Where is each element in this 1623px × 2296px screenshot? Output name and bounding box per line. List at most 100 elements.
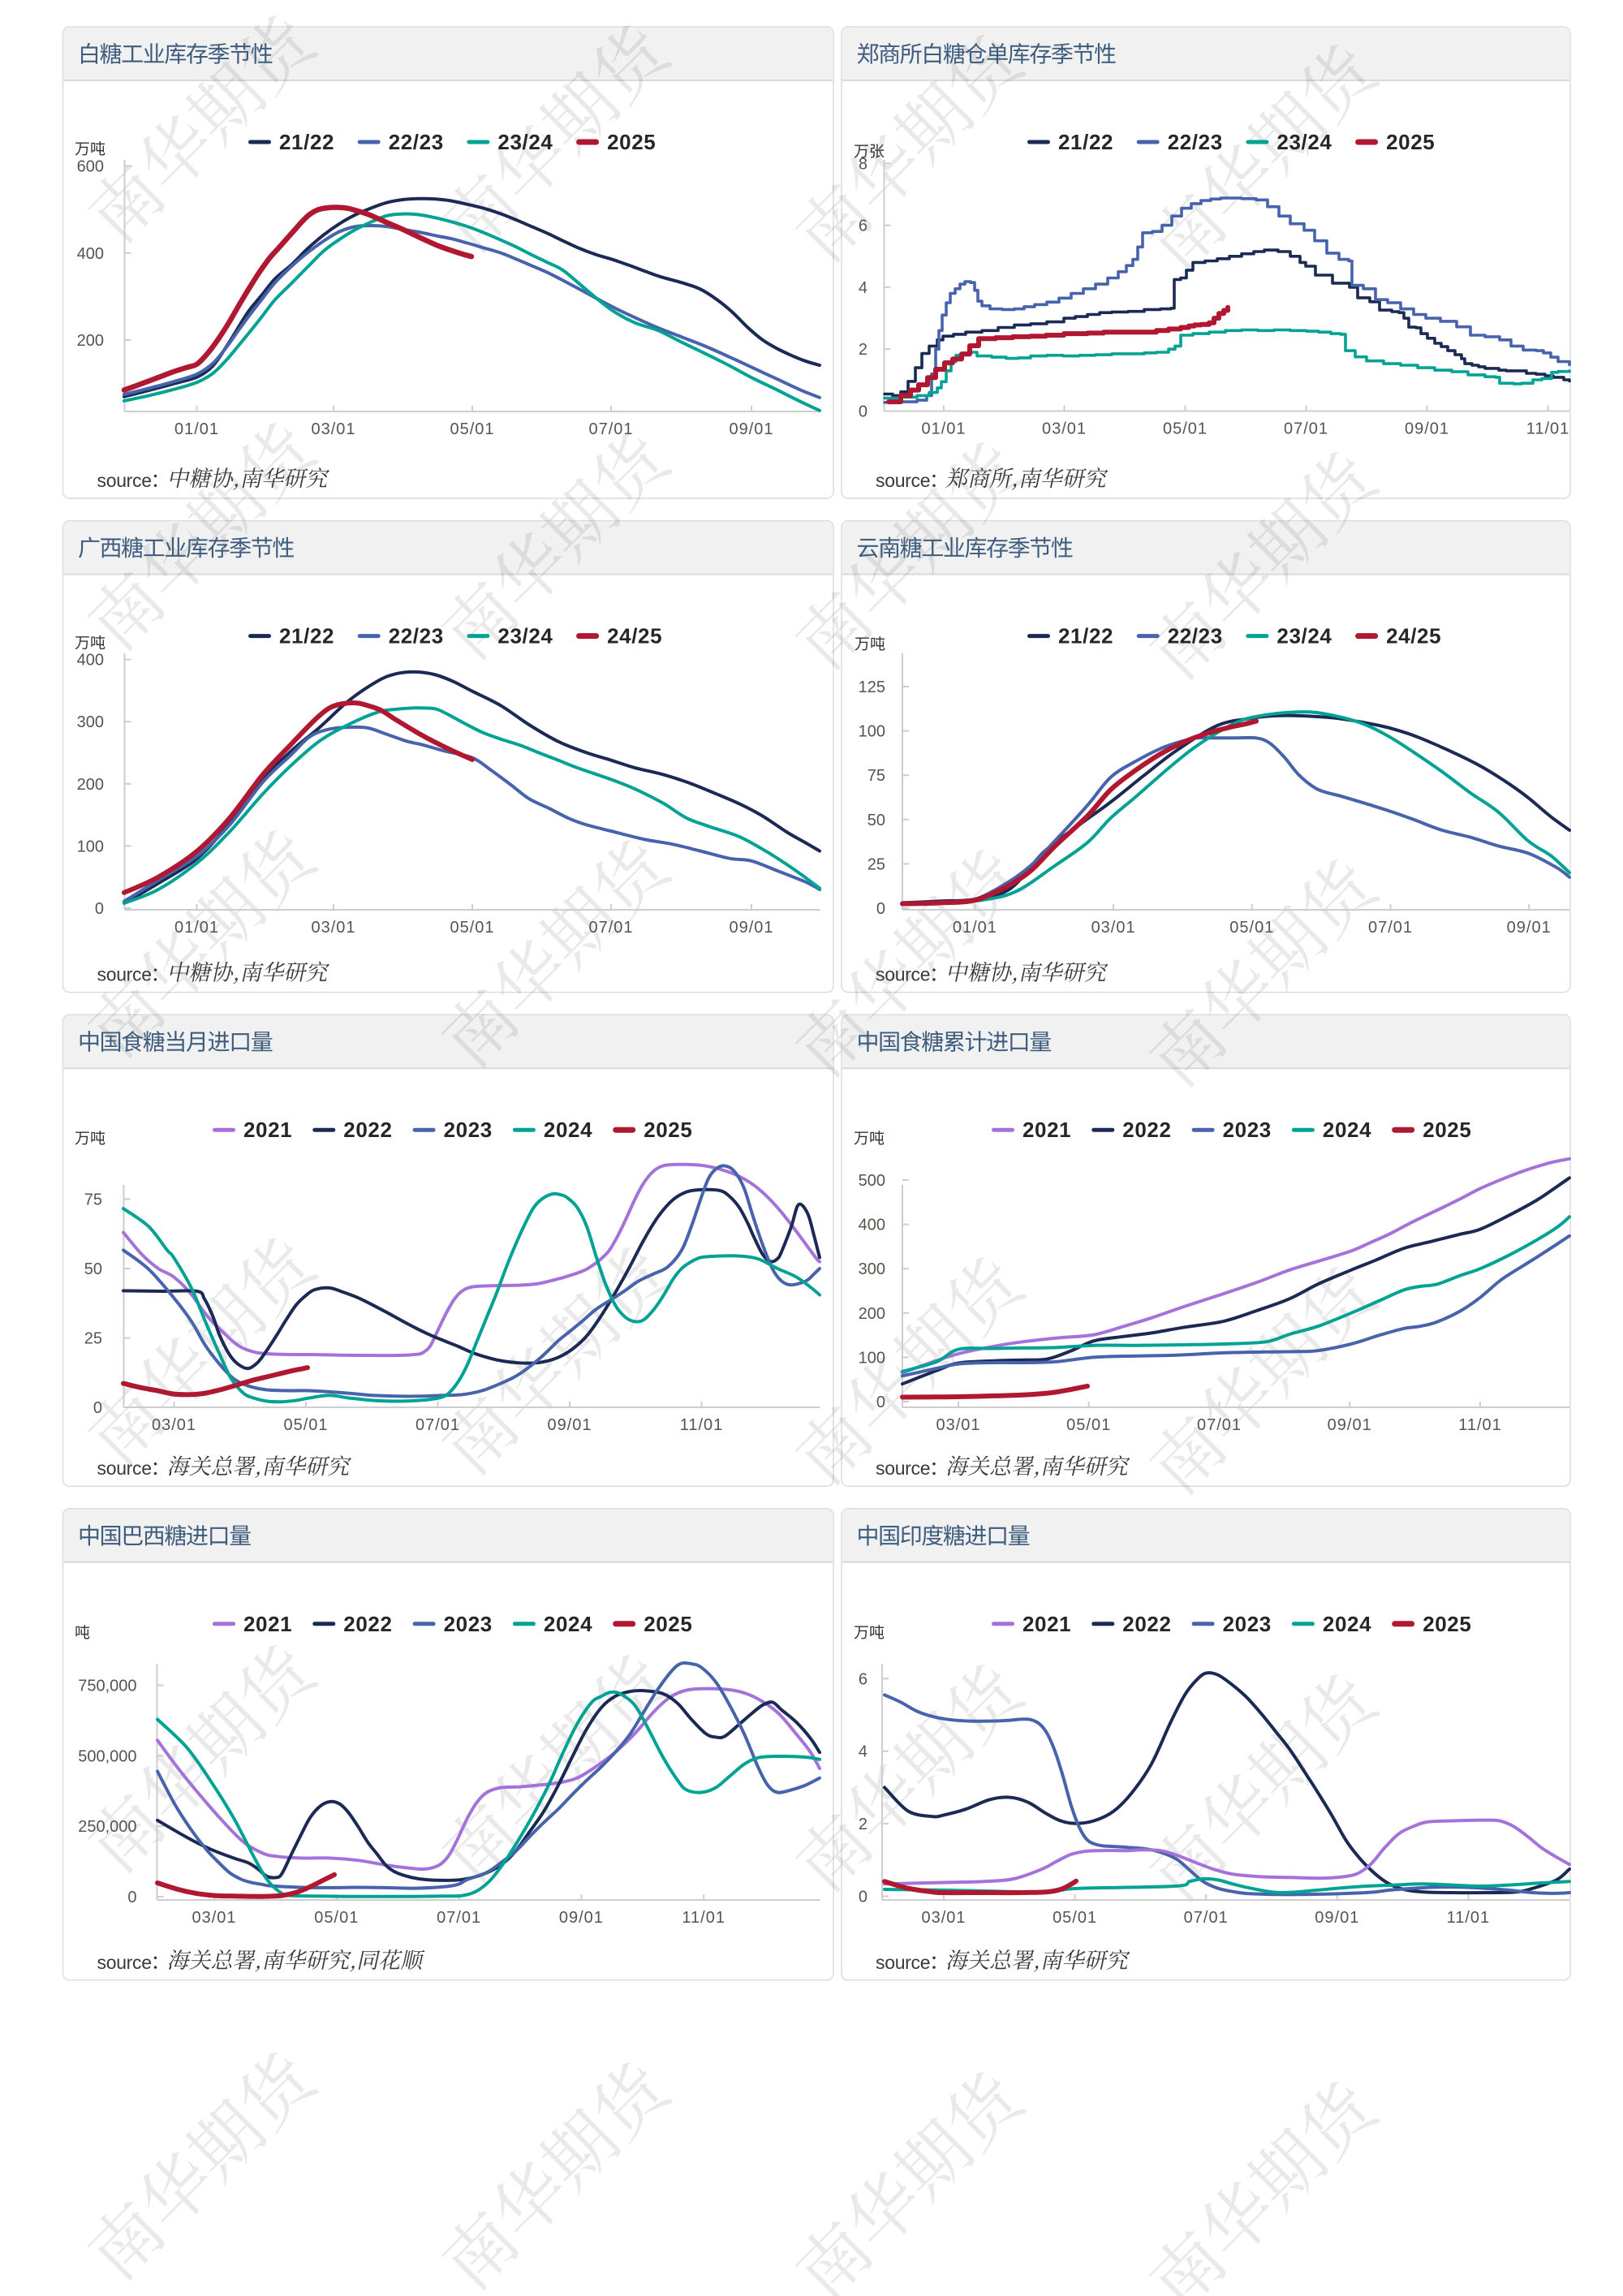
svg-text:11/01: 11/01 bbox=[680, 1416, 724, 1434]
svg-text:0: 0 bbox=[859, 1889, 867, 1906]
svg-text:300: 300 bbox=[77, 713, 104, 731]
svg-text:50: 50 bbox=[84, 1260, 102, 1278]
svg-text:07/01: 07/01 bbox=[437, 1909, 481, 1927]
svg-text:09/01: 09/01 bbox=[729, 420, 773, 438]
svg-text:2025: 2025 bbox=[1423, 1118, 1471, 1142]
svg-text:75: 75 bbox=[867, 767, 885, 785]
svg-text:250,000: 250,000 bbox=[78, 1818, 136, 1836]
svg-text:source: source bbox=[876, 1952, 930, 1973]
svg-text:07/01: 07/01 bbox=[1368, 919, 1413, 937]
svg-text:05/01: 05/01 bbox=[1163, 420, 1208, 438]
svg-text:07/01: 07/01 bbox=[588, 420, 633, 438]
svg-text:2: 2 bbox=[859, 1816, 867, 1833]
svg-text:03/01: 03/01 bbox=[921, 1909, 966, 1927]
svg-text:23/24: 23/24 bbox=[497, 130, 553, 154]
svg-text:09/01: 09/01 bbox=[729, 919, 773, 937]
svg-text:0: 0 bbox=[859, 403, 867, 421]
svg-text:2024: 2024 bbox=[1323, 1612, 1371, 1636]
svg-text:05/01: 05/01 bbox=[1066, 1416, 1111, 1434]
svg-text:03/01: 03/01 bbox=[1091, 919, 1136, 937]
svg-text:07/01: 07/01 bbox=[415, 1416, 460, 1434]
svg-text:05/01: 05/01 bbox=[314, 1909, 359, 1927]
svg-text:09/01: 09/01 bbox=[1315, 1909, 1359, 1927]
svg-text:24/25: 24/25 bbox=[1386, 624, 1441, 648]
svg-text:01/01: 01/01 bbox=[174, 919, 219, 937]
svg-text:0: 0 bbox=[93, 1399, 102, 1417]
svg-text:03/01: 03/01 bbox=[152, 1416, 196, 1434]
svg-text:750,000: 750,000 bbox=[78, 1678, 136, 1695]
svg-text:05/01: 05/01 bbox=[450, 919, 494, 937]
svg-text:6: 6 bbox=[859, 1670, 867, 1688]
svg-text:0: 0 bbox=[876, 1394, 885, 1411]
svg-text:400: 400 bbox=[77, 245, 104, 263]
svg-text:2024: 2024 bbox=[544, 1612, 592, 1636]
svg-text:2025: 2025 bbox=[644, 1612, 692, 1636]
svg-text:09/01: 09/01 bbox=[547, 1416, 592, 1434]
svg-text:2025: 2025 bbox=[1386, 130, 1435, 154]
svg-text:2: 2 bbox=[859, 341, 867, 359]
svg-text:21/22: 21/22 bbox=[1058, 130, 1113, 154]
svg-text:500,000: 500,000 bbox=[78, 1747, 136, 1765]
svg-text:05/01: 05/01 bbox=[450, 420, 494, 438]
svg-text:2025: 2025 bbox=[1423, 1612, 1471, 1636]
svg-text:03/01: 03/01 bbox=[311, 919, 355, 937]
svg-text:09/01: 09/01 bbox=[1405, 420, 1449, 438]
svg-text:11/01: 11/01 bbox=[682, 1909, 725, 1927]
svg-text:source: source bbox=[876, 1458, 930, 1479]
svg-text:0: 0 bbox=[876, 900, 885, 918]
svg-text:2024: 2024 bbox=[1323, 1118, 1371, 1142]
svg-text:2023: 2023 bbox=[1223, 1118, 1272, 1142]
svg-text:11/01: 11/01 bbox=[1526, 420, 1570, 438]
svg-text:2022: 2022 bbox=[343, 1612, 392, 1636]
svg-text:07/01: 07/01 bbox=[1197, 1416, 1242, 1434]
svg-text:2022: 2022 bbox=[1122, 1612, 1171, 1636]
svg-text:05/01: 05/01 bbox=[1229, 919, 1274, 937]
svg-text:100: 100 bbox=[77, 838, 104, 855]
svg-text:4: 4 bbox=[859, 1743, 867, 1761]
svg-text:07/01: 07/01 bbox=[1184, 1909, 1229, 1927]
svg-text:2023: 2023 bbox=[444, 1612, 493, 1636]
svg-text:600: 600 bbox=[77, 158, 104, 176]
svg-text:100: 100 bbox=[859, 1349, 885, 1367]
svg-text:05/01: 05/01 bbox=[283, 1416, 328, 1434]
svg-text:source: source bbox=[97, 964, 152, 985]
svg-text:2023: 2023 bbox=[444, 1118, 493, 1142]
svg-text:400: 400 bbox=[859, 1217, 885, 1234]
svg-text:03/01: 03/01 bbox=[192, 1909, 236, 1927]
svg-text:23/24: 23/24 bbox=[1276, 130, 1332, 154]
svg-text:200: 200 bbox=[77, 332, 104, 350]
svg-text:07/01: 07/01 bbox=[588, 919, 633, 937]
svg-text:200: 200 bbox=[859, 1305, 885, 1323]
svg-text:0: 0 bbox=[127, 1889, 136, 1906]
svg-text:2024: 2024 bbox=[544, 1118, 592, 1142]
svg-text:200: 200 bbox=[77, 776, 104, 794]
svg-text:2023: 2023 bbox=[1223, 1612, 1272, 1636]
svg-text:03/01: 03/01 bbox=[936, 1416, 980, 1434]
svg-text:23/24: 23/24 bbox=[1276, 624, 1332, 648]
svg-text:125: 125 bbox=[859, 678, 885, 696]
svg-text:09/01: 09/01 bbox=[1328, 1416, 1372, 1434]
svg-text:2021: 2021 bbox=[1022, 1612, 1071, 1636]
svg-text:300: 300 bbox=[859, 1260, 885, 1278]
svg-text:05/01: 05/01 bbox=[1053, 1909, 1097, 1927]
svg-text:11/01: 11/01 bbox=[1447, 1909, 1491, 1927]
svg-text:11/01: 11/01 bbox=[1458, 1416, 1502, 1434]
svg-text:22/23: 22/23 bbox=[389, 624, 444, 648]
svg-text:03/01: 03/01 bbox=[1042, 420, 1087, 438]
svg-text:07/01: 07/01 bbox=[1284, 420, 1328, 438]
svg-text:2025: 2025 bbox=[644, 1118, 692, 1142]
svg-text:400: 400 bbox=[77, 652, 104, 670]
svg-text:25: 25 bbox=[84, 1330, 102, 1348]
svg-text:50: 50 bbox=[867, 812, 885, 829]
svg-text:8: 8 bbox=[859, 155, 867, 173]
svg-text:22/23: 22/23 bbox=[1168, 130, 1223, 154]
svg-text:source: source bbox=[876, 964, 930, 985]
svg-text:100: 100 bbox=[859, 723, 885, 741]
svg-text:09/01: 09/01 bbox=[1507, 919, 1552, 937]
svg-text:source: source bbox=[97, 470, 152, 491]
svg-text:source: source bbox=[97, 1458, 152, 1479]
svg-text:2021: 2021 bbox=[243, 1118, 292, 1142]
svg-text:2021: 2021 bbox=[1022, 1118, 1071, 1142]
svg-text:2025: 2025 bbox=[607, 130, 656, 154]
svg-text:21/22: 21/22 bbox=[1058, 624, 1113, 648]
